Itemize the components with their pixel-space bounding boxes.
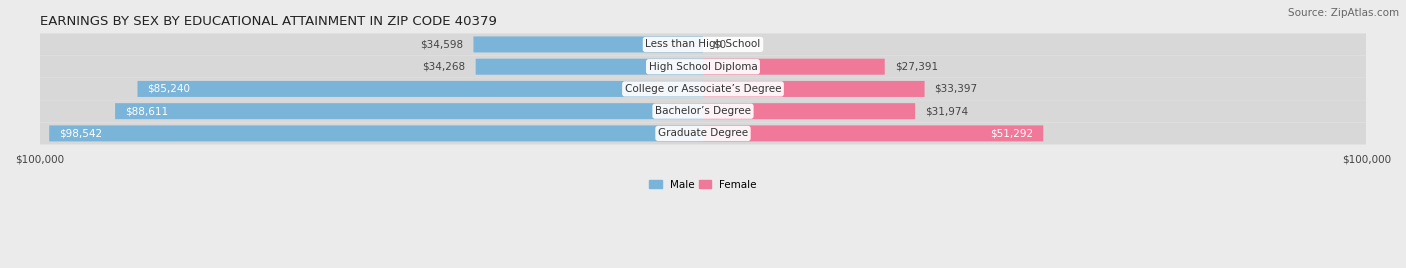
Text: $34,598: $34,598 — [420, 39, 464, 50]
Text: $27,391: $27,391 — [894, 62, 938, 72]
Text: $88,611: $88,611 — [125, 106, 169, 116]
Text: Graduate Degree: Graduate Degree — [658, 128, 748, 138]
FancyBboxPatch shape — [703, 81, 925, 97]
Text: Source: ZipAtlas.com: Source: ZipAtlas.com — [1288, 8, 1399, 18]
Text: $85,240: $85,240 — [148, 84, 190, 94]
Text: High School Diploma: High School Diploma — [648, 62, 758, 72]
FancyBboxPatch shape — [475, 59, 703, 75]
Text: $98,542: $98,542 — [59, 128, 103, 138]
FancyBboxPatch shape — [39, 34, 1367, 55]
FancyBboxPatch shape — [39, 78, 1367, 100]
Text: $0: $0 — [713, 39, 725, 50]
Legend: Male, Female: Male, Female — [645, 176, 761, 194]
FancyBboxPatch shape — [703, 125, 1043, 142]
FancyBboxPatch shape — [39, 100, 1367, 122]
FancyBboxPatch shape — [138, 81, 703, 97]
FancyBboxPatch shape — [49, 125, 703, 142]
Text: EARNINGS BY SEX BY EDUCATIONAL ATTAINMENT IN ZIP CODE 40379: EARNINGS BY SEX BY EDUCATIONAL ATTAINMEN… — [39, 15, 496, 28]
Text: College or Associate’s Degree: College or Associate’s Degree — [624, 84, 782, 94]
FancyBboxPatch shape — [39, 56, 1367, 78]
Text: $34,268: $34,268 — [423, 62, 465, 72]
FancyBboxPatch shape — [703, 103, 915, 119]
Text: $51,292: $51,292 — [990, 128, 1033, 138]
FancyBboxPatch shape — [703, 59, 884, 75]
Text: Bachelor’s Degree: Bachelor’s Degree — [655, 106, 751, 116]
Text: $33,397: $33,397 — [935, 84, 977, 94]
FancyBboxPatch shape — [39, 122, 1367, 144]
Text: Less than High School: Less than High School — [645, 39, 761, 50]
Text: $31,974: $31,974 — [925, 106, 969, 116]
FancyBboxPatch shape — [474, 36, 703, 53]
FancyBboxPatch shape — [115, 103, 703, 119]
